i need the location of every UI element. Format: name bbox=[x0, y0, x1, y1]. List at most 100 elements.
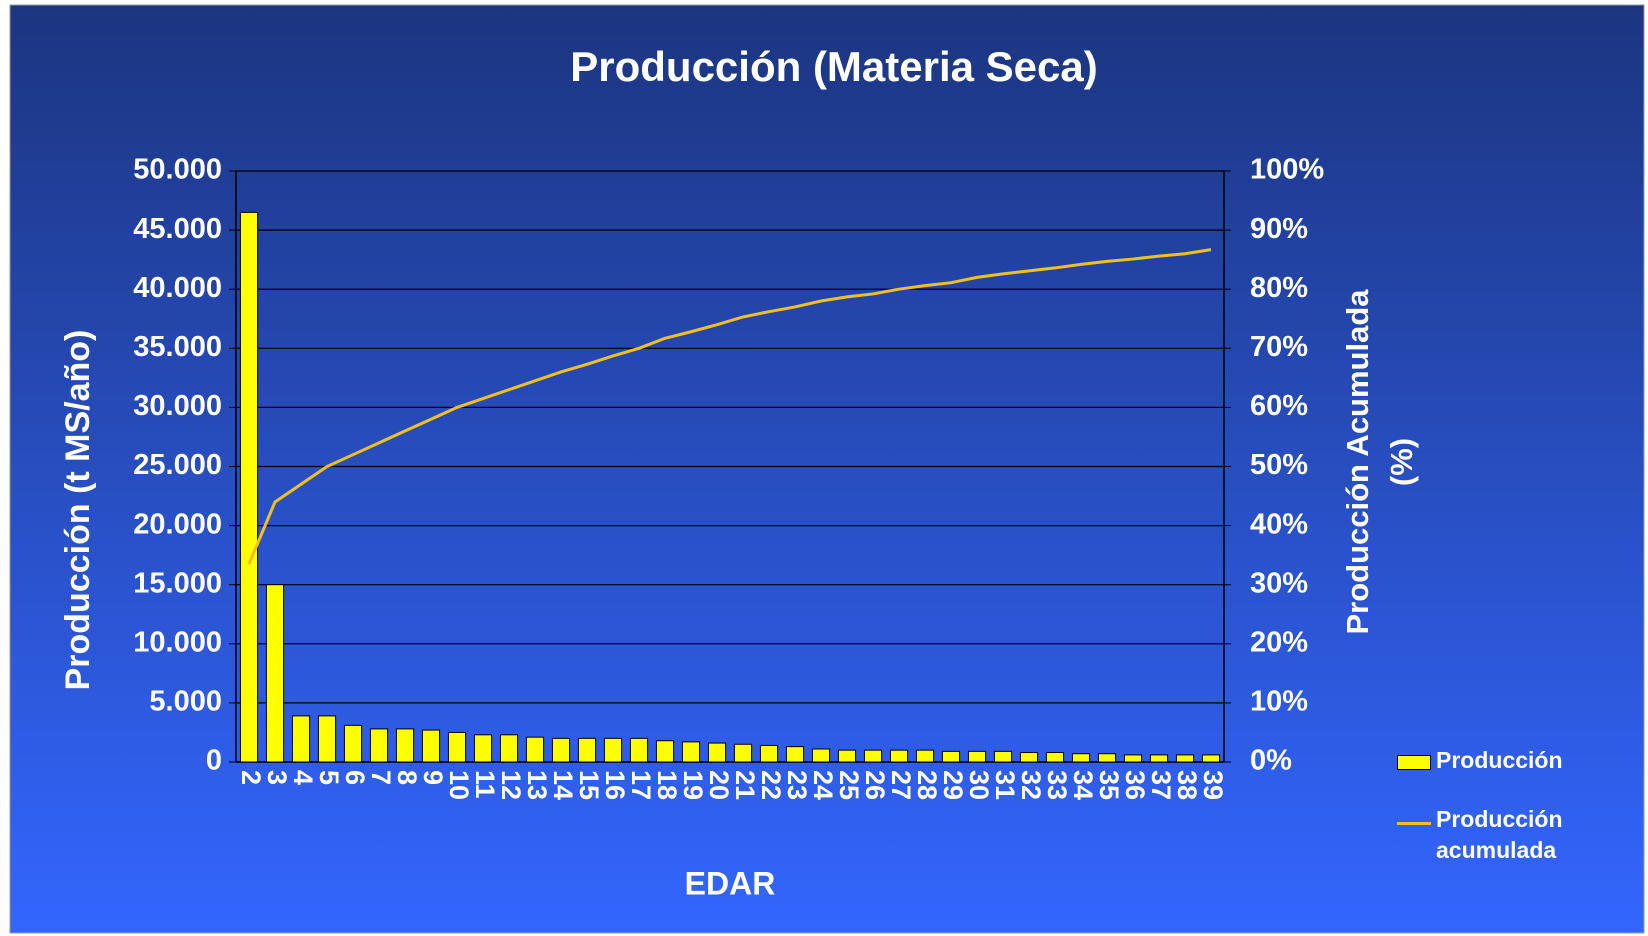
x-tick-label: 2 bbox=[236, 770, 266, 785]
bar bbox=[1071, 753, 1091, 763]
y-tick-label: 0 bbox=[206, 745, 222, 777]
y-tick-label: 50.000 bbox=[133, 154, 222, 186]
bar bbox=[577, 737, 597, 763]
legend-key bbox=[1397, 822, 1431, 825]
y2-tick-label: 30% bbox=[1250, 567, 1308, 599]
bar bbox=[265, 584, 285, 763]
x-axis-label: EDAR bbox=[685, 865, 776, 901]
x-tick-label: 30 bbox=[964, 770, 994, 800]
bar bbox=[317, 715, 337, 763]
x-tick-label: 4 bbox=[288, 770, 318, 785]
y2-tick-label: 100% bbox=[1250, 154, 1324, 186]
line bbox=[247, 248, 1212, 565]
x-tick-label: 12 bbox=[496, 770, 526, 800]
y-tick-label: 15.000 bbox=[133, 567, 222, 599]
bar bbox=[525, 736, 545, 763]
y2-tick-label: 20% bbox=[1250, 626, 1308, 658]
y2-tick-label: 60% bbox=[1250, 390, 1308, 422]
bar bbox=[1175, 754, 1195, 763]
legend: Producción Producción acumulada bbox=[1370, 745, 1580, 866]
bar bbox=[863, 749, 883, 763]
x-tick-label: 39 bbox=[1198, 770, 1228, 800]
x-tick-label: 20 bbox=[704, 770, 734, 800]
bar bbox=[447, 731, 467, 763]
y2-tick-label: 40% bbox=[1250, 508, 1308, 540]
x-tick-label: 36 bbox=[1120, 770, 1150, 800]
y-tick-label: 35.000 bbox=[133, 331, 222, 363]
x-tick-label: 27 bbox=[886, 770, 916, 800]
y-tick-label: 45.000 bbox=[133, 213, 222, 245]
bar bbox=[837, 749, 857, 763]
y-tick-label: 5.000 bbox=[149, 686, 222, 718]
bar bbox=[395, 728, 415, 763]
y-tick-label: 20.000 bbox=[133, 508, 222, 540]
x-tick-label: 7 bbox=[366, 770, 396, 785]
y-tick-label: 25.000 bbox=[133, 449, 222, 481]
legend-key bbox=[1397, 755, 1431, 770]
x-tick-label: 29 bbox=[938, 770, 968, 800]
bar bbox=[239, 211, 259, 763]
bar bbox=[1123, 754, 1143, 763]
x-tick-label: 26 bbox=[860, 770, 890, 800]
bar bbox=[603, 737, 623, 763]
x-tick-label: 10 bbox=[444, 770, 474, 800]
bar bbox=[1097, 753, 1117, 763]
x-tick-label: 31 bbox=[990, 770, 1020, 800]
x-tick-label: 16 bbox=[600, 770, 630, 800]
bar bbox=[941, 750, 961, 763]
bar bbox=[1149, 754, 1169, 763]
bar bbox=[889, 749, 909, 763]
x-tick-label: 5 bbox=[314, 770, 344, 785]
bar bbox=[655, 740, 675, 763]
bar bbox=[473, 734, 493, 763]
y-tick-label: 30.000 bbox=[133, 390, 222, 422]
y2-axis-label: Producción Acumulada (%) bbox=[1340, 289, 1419, 635]
x-tick-label: 34 bbox=[1068, 770, 1098, 800]
bar bbox=[343, 724, 363, 763]
y-tick-label: 40.000 bbox=[133, 272, 222, 304]
y-tick-label: 10.000 bbox=[133, 626, 222, 658]
y2-tick-label: 90% bbox=[1250, 213, 1308, 245]
x-tick-label: 24 bbox=[808, 770, 838, 800]
x-tick-label: 3 bbox=[262, 770, 292, 785]
x-tick-label: 28 bbox=[912, 770, 942, 800]
x-tick-label: 25 bbox=[834, 770, 864, 800]
x-tick-label: 35 bbox=[1094, 770, 1124, 800]
bar bbox=[1019, 752, 1039, 763]
x-tick-label: 18 bbox=[652, 770, 682, 800]
bar bbox=[421, 729, 441, 763]
x-tick-label: 32 bbox=[1016, 770, 1046, 800]
x-tick-label: 14 bbox=[548, 770, 578, 800]
x-tick-label: 8 bbox=[392, 770, 422, 785]
legend-label: Producción acumulada bbox=[1436, 806, 1563, 863]
x-tick-label: 22 bbox=[756, 770, 786, 800]
bar bbox=[681, 741, 701, 763]
x-tick-label: 21 bbox=[730, 770, 760, 800]
x-tick-label: 23 bbox=[782, 770, 812, 800]
bar bbox=[629, 737, 649, 763]
legend-entry: Producción bbox=[1370, 745, 1580, 776]
x-tick-label: 11 bbox=[470, 770, 500, 799]
x-tick-label: 6 bbox=[340, 770, 370, 785]
x-tick-label: 19 bbox=[678, 770, 708, 800]
y2-tick-label: 0% bbox=[1250, 745, 1292, 777]
bar bbox=[785, 746, 805, 763]
x-tick-label: 15 bbox=[574, 770, 604, 800]
x-tick-label: 17 bbox=[626, 770, 656, 800]
bar bbox=[1045, 752, 1065, 763]
legend-entry: Producción acumulada bbox=[1370, 804, 1580, 866]
bar bbox=[993, 750, 1013, 763]
x-tick-label: 38 bbox=[1172, 770, 1202, 800]
chart-title: Producción (Materia Seca) bbox=[570, 43, 1097, 90]
bar bbox=[759, 744, 779, 763]
background bbox=[9, 4, 1645, 934]
bar bbox=[369, 728, 389, 763]
bar bbox=[1201, 754, 1221, 763]
bar bbox=[733, 743, 753, 763]
y-axis-label: Producción (t MS/año) bbox=[59, 330, 97, 691]
bar bbox=[915, 749, 935, 763]
legend-label: Producción bbox=[1436, 747, 1563, 773]
x-tick-label: 37 bbox=[1146, 770, 1176, 800]
